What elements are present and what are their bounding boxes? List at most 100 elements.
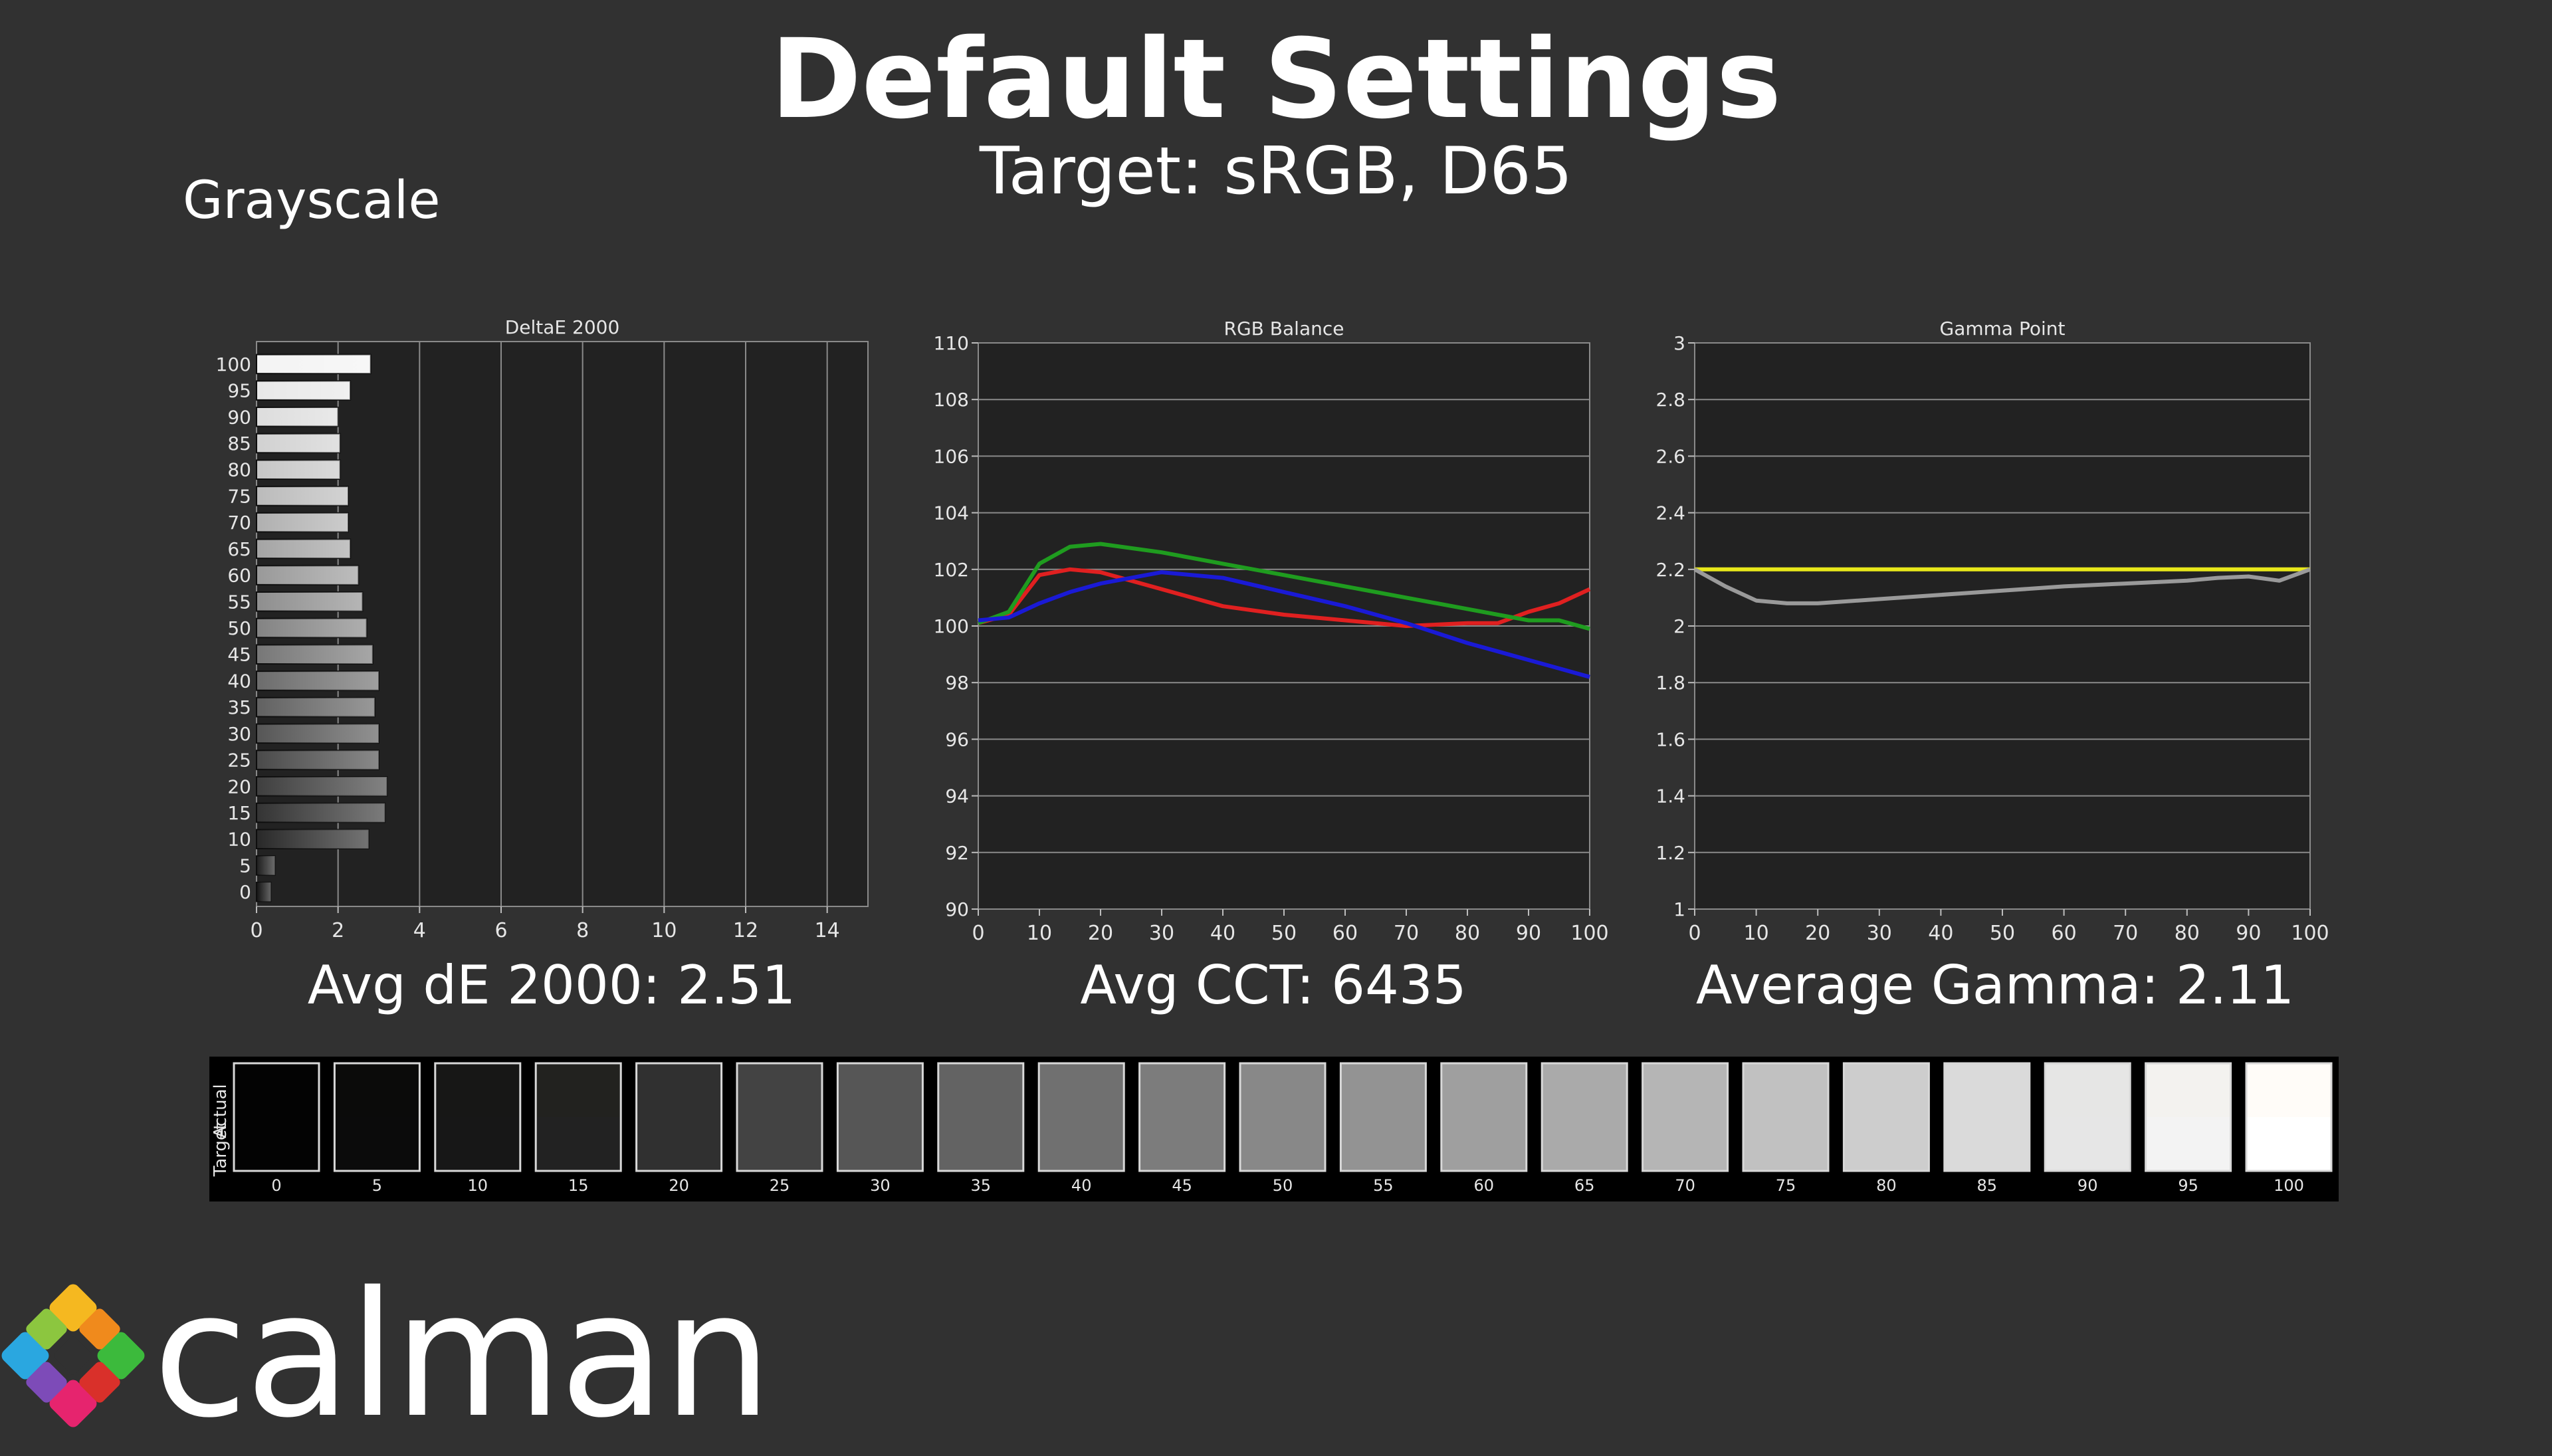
y-tick-label: 108 (934, 389, 969, 411)
row-label-actual: Actual (211, 1084, 231, 1138)
swatch-target (1844, 1117, 1929, 1171)
x-tick-label: 90 (2236, 922, 2261, 945)
category-label: 85 (227, 433, 251, 455)
series-line-green (977, 542, 1590, 631)
swatch-border (1642, 1062, 1729, 1172)
category-label: 70 (227, 512, 251, 534)
deltae-bar-shine (257, 460, 340, 480)
swatch-target (1743, 1117, 1828, 1171)
swatch-target (938, 1117, 1023, 1171)
x-tick-label: 20 (1805, 922, 1830, 945)
deltae-bar-shine (257, 856, 275, 875)
category-label: 20 (227, 776, 251, 797)
swatch-actual (1039, 1063, 1124, 1117)
swatch-target (1944, 1117, 2030, 1171)
swatch-label: 100 (2274, 1176, 2304, 1195)
swatch-target (234, 1117, 319, 1171)
swatch-actual (938, 1063, 1023, 1117)
x-tick-label: 0 (250, 919, 263, 942)
swatch-target (636, 1117, 722, 1171)
category-label: 10 (227, 829, 251, 851)
category-label: 35 (227, 696, 251, 718)
avg-deltae-summary: Avg dE 2000: 2.51 (307, 954, 796, 1016)
y-tick-label: 3 (1673, 332, 1685, 354)
x-tick-label: 2 (332, 919, 344, 942)
swatch-border (2044, 1062, 2131, 1172)
deltae-bar-shine (257, 433, 340, 453)
swatch-border (937, 1062, 1025, 1172)
y-tick-label: 1.2 (1655, 842, 1685, 864)
y-tick-label: 92 (945, 842, 969, 864)
swatch-label: 5 (372, 1176, 382, 1195)
y-tick-label: 1.8 (1655, 672, 1685, 694)
swatch-label: 30 (870, 1176, 891, 1195)
y-tick-label: 104 (934, 502, 969, 524)
deltae-bar-shine (257, 566, 359, 585)
swatch-label: 95 (2178, 1176, 2198, 1195)
swatch-border (736, 1062, 823, 1172)
y-tick-label: 2.6 (1655, 445, 1685, 467)
swatch-label: 50 (1273, 1176, 1293, 1195)
swatch-target (1542, 1117, 1628, 1171)
y-tick-label: 110 (934, 332, 969, 354)
swatch-label: 10 (468, 1176, 488, 1195)
swatch-border (333, 1062, 421, 1172)
category-label: 60 (227, 565, 251, 587)
x-tick-label: 4 (413, 919, 426, 942)
swatch-target (2246, 1117, 2331, 1171)
swatch-label: 40 (1071, 1176, 1092, 1195)
category-label: 45 (227, 644, 251, 666)
swatch-target (536, 1117, 621, 1171)
swatch-label: 20 (669, 1176, 689, 1195)
deltae-bar-shine (257, 803, 385, 823)
swatch-label: 55 (1373, 1176, 1394, 1195)
deltae-bar-shine (257, 776, 387, 796)
swatch-border (1339, 1062, 1427, 1172)
swatch-actual (837, 1063, 923, 1117)
x-tick-label: 50 (1990, 922, 2015, 945)
category-label: 95 (227, 380, 251, 402)
category-label: 50 (227, 617, 251, 639)
calman-wordmark: calman (153, 1255, 772, 1456)
swatch-label: 80 (1876, 1176, 1897, 1195)
x-tick-label: 12 (733, 919, 758, 942)
swatch-border (1440, 1062, 1528, 1172)
category-label: 5 (239, 855, 251, 877)
deltae-bar-shine (257, 407, 338, 427)
swatch-label: 90 (2077, 1176, 2098, 1195)
swatch-actual (1441, 1063, 1527, 1117)
swatch-border (2245, 1062, 2333, 1172)
x-tick-label: 70 (1394, 922, 1419, 945)
deltae-bar-shine (257, 486, 348, 506)
y-tick-label: 90 (945, 898, 969, 920)
swatch-label: 35 (971, 1176, 992, 1195)
category-label: 40 (227, 670, 251, 692)
swatch-target (435, 1117, 520, 1171)
avg-gamma-summary: Average Gamma: 2.11 (1695, 954, 2295, 1016)
swatch-border (836, 1062, 924, 1172)
section-label: Grayscale (183, 171, 441, 231)
x-tick-label: 100 (2291, 922, 2329, 945)
category-label: 0 (239, 881, 251, 903)
y-tick-label: 1 (1673, 898, 1685, 920)
swatch-target (1340, 1117, 1426, 1171)
deltae-bar-shine (257, 697, 375, 717)
swatch-actual (234, 1063, 319, 1117)
swatch-border (1138, 1062, 1226, 1172)
deltae-bar-shine (257, 882, 271, 902)
swatch-target (737, 1117, 822, 1171)
y-tick-label: 100 (934, 615, 969, 637)
category-label: 75 (227, 485, 251, 507)
swatch-target (837, 1117, 923, 1171)
swatch-actual (1844, 1063, 1929, 1117)
swatch-actual (1542, 1063, 1628, 1117)
swatch-border (1037, 1062, 1125, 1172)
y-tick-label: 1.6 (1655, 728, 1685, 750)
swatch-target (1240, 1117, 1325, 1171)
swatch-target (2045, 1117, 2131, 1171)
series-line-blue (978, 570, 1590, 679)
series-line-measured (1693, 567, 2311, 605)
